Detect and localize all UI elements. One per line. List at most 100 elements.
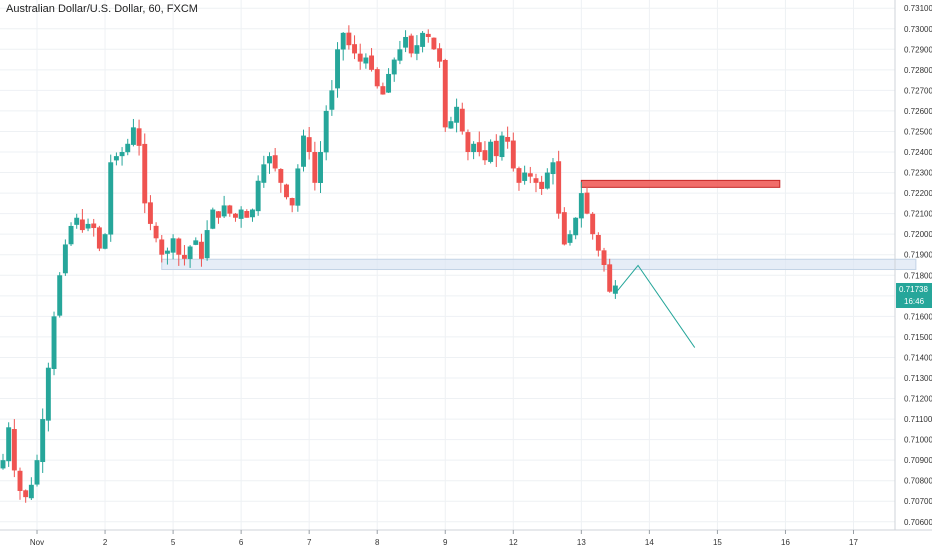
candle-body (153, 225, 159, 239)
candle-body (6, 427, 12, 462)
candle-body (357, 53, 363, 62)
candle (471, 141, 477, 160)
candle (23, 489, 29, 503)
candle (295, 164, 301, 212)
candle (533, 173, 539, 193)
y-tick-label: 0.71800 (904, 271, 932, 280)
candle (357, 43, 363, 70)
candle-body (335, 49, 340, 89)
candle (488, 139, 494, 164)
candle (573, 217, 579, 240)
candle (119, 147, 125, 166)
candle (431, 37, 437, 50)
candle-body (567, 234, 573, 243)
candle-body (465, 132, 471, 153)
candle (142, 133, 148, 214)
candle-body (442, 59, 448, 128)
candle (459, 102, 465, 135)
y-tick-label: 0.72100 (904, 210, 932, 219)
candle-body (499, 135, 505, 158)
candle-body (17, 470, 23, 491)
candle-body (550, 162, 556, 175)
support-zone (161, 258, 917, 271)
candle (420, 31, 426, 53)
candle-body (147, 202, 153, 224)
candle-body (420, 32, 426, 47)
candle (68, 222, 74, 246)
candle (170, 234, 176, 260)
candle-body (23, 490, 29, 498)
candle-body (488, 141, 494, 162)
candle (414, 35, 420, 61)
candle-body (278, 169, 284, 183)
price-axis[interactable]: 0.73100 0.73000 0.72900 0.72800 0.72700 0.726… (904, 4, 932, 527)
candle (6, 422, 12, 467)
candle-body (346, 32, 352, 46)
x-tick-label: 8 (375, 538, 380, 547)
y-tick-label: 0.71300 (904, 374, 932, 383)
chart-zones (161, 179, 917, 271)
candle-body (301, 135, 306, 167)
candle-body (448, 121, 454, 129)
candle (493, 134, 499, 168)
candle-body (51, 316, 57, 369)
y-tick-label: 0.71200 (904, 395, 932, 404)
candle (601, 247, 607, 272)
candle-body (595, 234, 601, 251)
candle (261, 155, 267, 188)
time-axis[interactable]: Nov 2 5 6 7 8 9 12 13 14 15 16 17 (30, 530, 859, 547)
candle (318, 141, 323, 194)
candle-body (45, 367, 51, 421)
candle-body (227, 205, 233, 214)
candle-body (108, 162, 114, 235)
candle-body (386, 73, 392, 93)
candle-body (493, 140, 499, 157)
candle (11, 419, 17, 478)
candle (221, 195, 227, 219)
candle (108, 154, 114, 242)
candle (125, 138, 131, 156)
candle-body (505, 136, 511, 142)
candle (476, 131, 482, 157)
candle (187, 245, 193, 268)
candle (250, 208, 255, 222)
y-tick-label: 0.72700 (904, 86, 932, 95)
candle-body (164, 250, 170, 254)
candle (17, 467, 23, 500)
candle-body (204, 230, 210, 259)
candle (510, 132, 516, 172)
candle (386, 68, 392, 94)
x-tick-label: 15 (713, 538, 722, 547)
candle (329, 80, 335, 116)
y-tick-label: 0.71400 (904, 353, 932, 362)
x-tick-label: 7 (307, 538, 312, 547)
candle (550, 158, 556, 185)
candle-body (437, 48, 443, 62)
candle (130, 118, 136, 147)
candle-body (250, 209, 255, 218)
candle (448, 116, 454, 129)
candle-body (306, 137, 312, 153)
candle (284, 183, 289, 200)
candle-body (159, 239, 165, 255)
candle-body (584, 192, 590, 214)
candle (193, 237, 199, 246)
candle (159, 235, 165, 263)
candle (96, 225, 102, 252)
candle (465, 129, 471, 161)
candle (85, 218, 91, 232)
x-tick-label: 5 (171, 538, 176, 547)
candle (499, 131, 505, 161)
candle (164, 247, 170, 265)
candle (340, 32, 346, 61)
x-tick-label: 17 (849, 538, 858, 547)
candle (153, 222, 159, 243)
candle-body (533, 178, 539, 183)
candle-body (329, 90, 335, 110)
candle-body (198, 241, 204, 259)
y-tick-label: 0.71100 (904, 415, 932, 424)
candle (335, 42, 340, 98)
candle (301, 129, 306, 172)
candle-body (187, 246, 193, 259)
